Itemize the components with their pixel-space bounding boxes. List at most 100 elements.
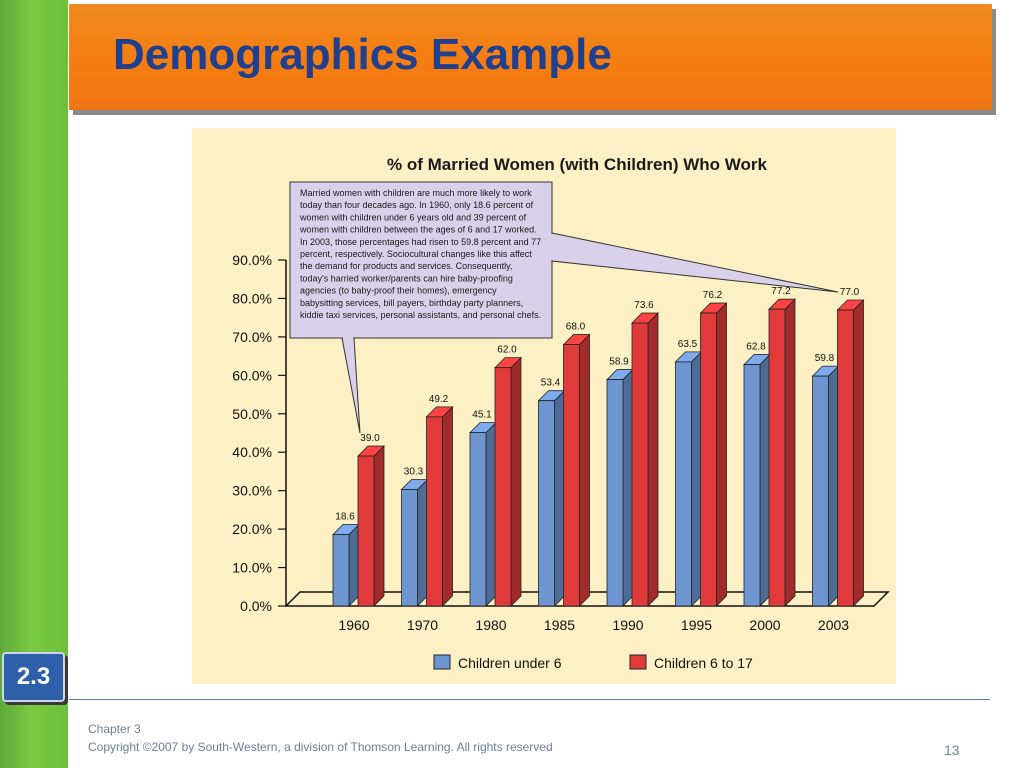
bar-front: [631, 322, 649, 607]
footer-chapter: Chapter 3: [88, 722, 141, 736]
footer-copyright: Copyright ©2007 by South-Western, a divi…: [88, 740, 553, 754]
bar-side: [828, 365, 839, 607]
bar-front: [538, 400, 555, 607]
bar-side: [554, 389, 565, 607]
page-number: 13: [944, 742, 960, 758]
left-accent-bar: [0, 0, 68, 768]
bars-layer: [332, 298, 865, 607]
bar-side: [784, 298, 796, 607]
bar-side: [485, 421, 497, 607]
bar-under-6: [469, 421, 497, 607]
title-banner: Demographics Example: [69, 4, 992, 110]
footer-divider: [69, 699, 990, 700]
bar-value-label: 76.2: [703, 290, 723, 301]
x-tick-label: 1970: [407, 617, 438, 633]
bar-front: [768, 308, 786, 607]
callout-join: [343, 336, 353, 339]
bar-side: [510, 356, 522, 607]
bar-value-label: 39.0: [360, 433, 380, 444]
y-tick-label: 80.0%: [232, 290, 272, 306]
x-tick-label: 2000: [749, 617, 780, 633]
bar-front: [426, 416, 443, 607]
bar-side: [622, 368, 634, 607]
chart: % of Married Women (with Children) Who W…: [232, 155, 890, 671]
bar-6-to-17: [357, 445, 385, 607]
bar-side: [417, 478, 428, 607]
legend-item-under-6: Children under 6: [433, 654, 562, 671]
x-tick-label: 1980: [475, 617, 506, 633]
callout-layer: Married women with children are much mor…: [289, 181, 839, 434]
bar-under-6: [743, 353, 771, 607]
bar-front: [700, 312, 717, 607]
callout-pointer-left: [341, 337, 361, 434]
bar-front: [606, 379, 624, 607]
bar-6-to-17: [631, 312, 659, 607]
bar-side: [348, 523, 360, 607]
bar-6-to-17: [699, 302, 728, 607]
bar-under-6: [332, 523, 360, 607]
bar-6-to-17: [768, 298, 796, 607]
y-tick-label: 70.0%: [232, 329, 272, 345]
bar-value-label: 62.0: [497, 345, 517, 356]
y-tick-label: 40.0%: [232, 444, 272, 460]
callout-pointer-right: [551, 232, 839, 293]
bar-side: [442, 405, 453, 607]
bar-side: [691, 350, 702, 607]
y-tick-label: 60.0%: [232, 367, 272, 383]
legend-label: Children 6 to 17: [654, 655, 753, 671]
legend-swatch: [433, 654, 451, 670]
bar-under-6: [606, 368, 634, 607]
bar-side: [647, 312, 659, 607]
bar-value-label: 73.6: [634, 300, 654, 311]
y-tick-label: 90.0%: [232, 252, 272, 268]
y-tick-label: 0.0%: [240, 598, 272, 614]
bar-value-label: 53.4: [541, 378, 561, 389]
legend-item-6-to-17: Children 6 to 17: [629, 654, 753, 671]
x-tick-label: 1985: [544, 617, 575, 633]
bar-6-to-17: [562, 333, 591, 607]
bar-value-label: 62.8: [746, 342, 766, 353]
x-tick-label: 1960: [338, 617, 369, 633]
bar-value-label: 30.3: [404, 467, 424, 478]
y-tick-label: 50.0%: [232, 406, 272, 422]
bar-side: [759, 353, 771, 607]
bar-side: [853, 299, 864, 607]
bar-value-label: 68.0: [566, 322, 586, 333]
slide-title: Demographics Example: [113, 30, 612, 79]
bar-front: [357, 455, 375, 607]
bar-under-6: [537, 389, 566, 607]
callout-box: [289, 181, 553, 339]
section-badge: 2.3: [2, 652, 65, 702]
bar-under-6: [811, 365, 840, 607]
bar-value-label: 45.1: [472, 410, 492, 421]
bar-front: [812, 375, 829, 607]
bar-value-label: 58.9: [609, 357, 629, 368]
x-tick-label: 2003: [818, 617, 849, 633]
y-tick-label: 20.0%: [232, 521, 272, 537]
bar-front: [837, 309, 854, 607]
bar-side: [373, 445, 385, 607]
callout-join: [550, 234, 553, 260]
axis-layer: 0.0% 10.0% 20.0% 30.0% 40.0% 50.0% 60.0% 70.0% 8…: [232, 252, 890, 614]
x-tick-label: 1990: [612, 617, 643, 633]
y-tick-label: 10.0%: [232, 560, 272, 576]
bar-value-label: 18.6: [335, 511, 355, 522]
legend-layer: Children under 6 Children 6 to 17: [433, 654, 753, 671]
legend-swatch: [629, 654, 647, 670]
bar-6-to-17: [836, 299, 865, 607]
bar-front: [494, 367, 512, 607]
bar-under-6: [400, 478, 429, 607]
x-tick-label: 1995: [681, 617, 712, 633]
legend-label: Children under 6: [458, 655, 562, 671]
bar-front: [401, 489, 418, 607]
bar-6-to-17: [425, 405, 454, 607]
bar-value-label: 59.8: [815, 353, 835, 364]
bar-side: [716, 302, 727, 607]
callout-text: Married women with children are much mor…: [299, 188, 541, 320]
bar-value-label: 49.2: [429, 394, 449, 405]
bar-value-label: 63.5: [678, 339, 698, 350]
bar-value-label: 77.2: [771, 286, 791, 297]
bar-front: [469, 432, 487, 607]
bar-value-label: 77.0: [840, 287, 860, 298]
bar-front: [743, 364, 761, 607]
